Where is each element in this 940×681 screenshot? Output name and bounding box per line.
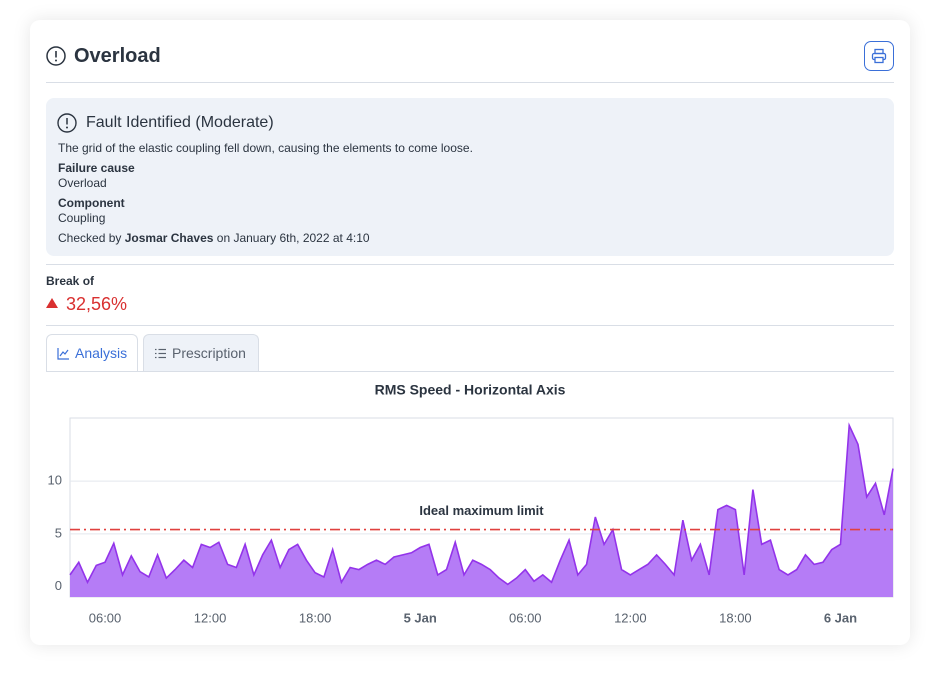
- x-tick-label: 12:00: [614, 610, 647, 625]
- line: [69, 422, 894, 586]
- fault-description: The grid of the elastic coupling fell do…: [58, 141, 473, 155]
- alert-icon: [57, 113, 77, 133]
- x-tick-label: 18:00: [299, 610, 332, 625]
- y-tick-label: 5: [55, 525, 62, 540]
- divider: [46, 264, 894, 265]
- limit-label: Ideal maximum limit: [419, 503, 544, 518]
- chart-icon: [57, 347, 69, 360]
- y-tick-label: 0: [55, 578, 62, 593]
- divider: [46, 325, 894, 326]
- divider: [46, 371, 894, 372]
- break-value: 32,56%: [66, 294, 128, 314]
- print-button[interactable]: [864, 41, 894, 71]
- break-label: Break of: [46, 274, 95, 288]
- chart-title: RMS Speed - Horizontal Axis: [375, 382, 566, 398]
- field-label: Component: [58, 196, 125, 210]
- alert-icon: [46, 46, 66, 66]
- x-tick-label: 18:00: [719, 610, 752, 625]
- tab-active[interactable]: Analysis: [46, 334, 138, 371]
- checked-prefix: Checked by: [58, 231, 122, 245]
- x-tick-label: 6 Jan: [824, 610, 857, 625]
- field-value: Overload: [58, 176, 107, 190]
- x-tick-label: 06:00: [89, 610, 122, 625]
- list-icon: [155, 348, 166, 358]
- fault-panel: [46, 98, 894, 256]
- field-label: Failure cause: [58, 161, 135, 175]
- x-tick-label: 06:00: [509, 610, 542, 625]
- tab-label: Prescription: [172, 345, 246, 361]
- y-tick-label: 10: [48, 473, 62, 488]
- x-tick-label: 12:00: [194, 610, 227, 625]
- fault-title: Fault Identified (Moderate): [86, 114, 274, 131]
- up-arrow: [46, 298, 58, 308]
- checked-by: Josmar Chaves: [124, 231, 214, 245]
- tab-label: Analysis: [75, 345, 128, 361]
- field-value: Coupling: [58, 211, 106, 225]
- divider: [46, 82, 894, 83]
- checked-suffix: on January 6th, 2022 at 4:10: [216, 231, 370, 245]
- chart: RMS Speed - Horizontal Axis 0 5 10 06:00 12:…: [48, 382, 894, 625]
- x-tick-label: 5 Jan: [404, 610, 437, 625]
- print-icon: [871, 48, 887, 64]
- tab[interactable]: Prescription: [143, 334, 259, 371]
- checked-line: Checked by Josmar Chaves on January 6th,…: [58, 231, 370, 245]
- page-title: Overload: [74, 45, 161, 67]
